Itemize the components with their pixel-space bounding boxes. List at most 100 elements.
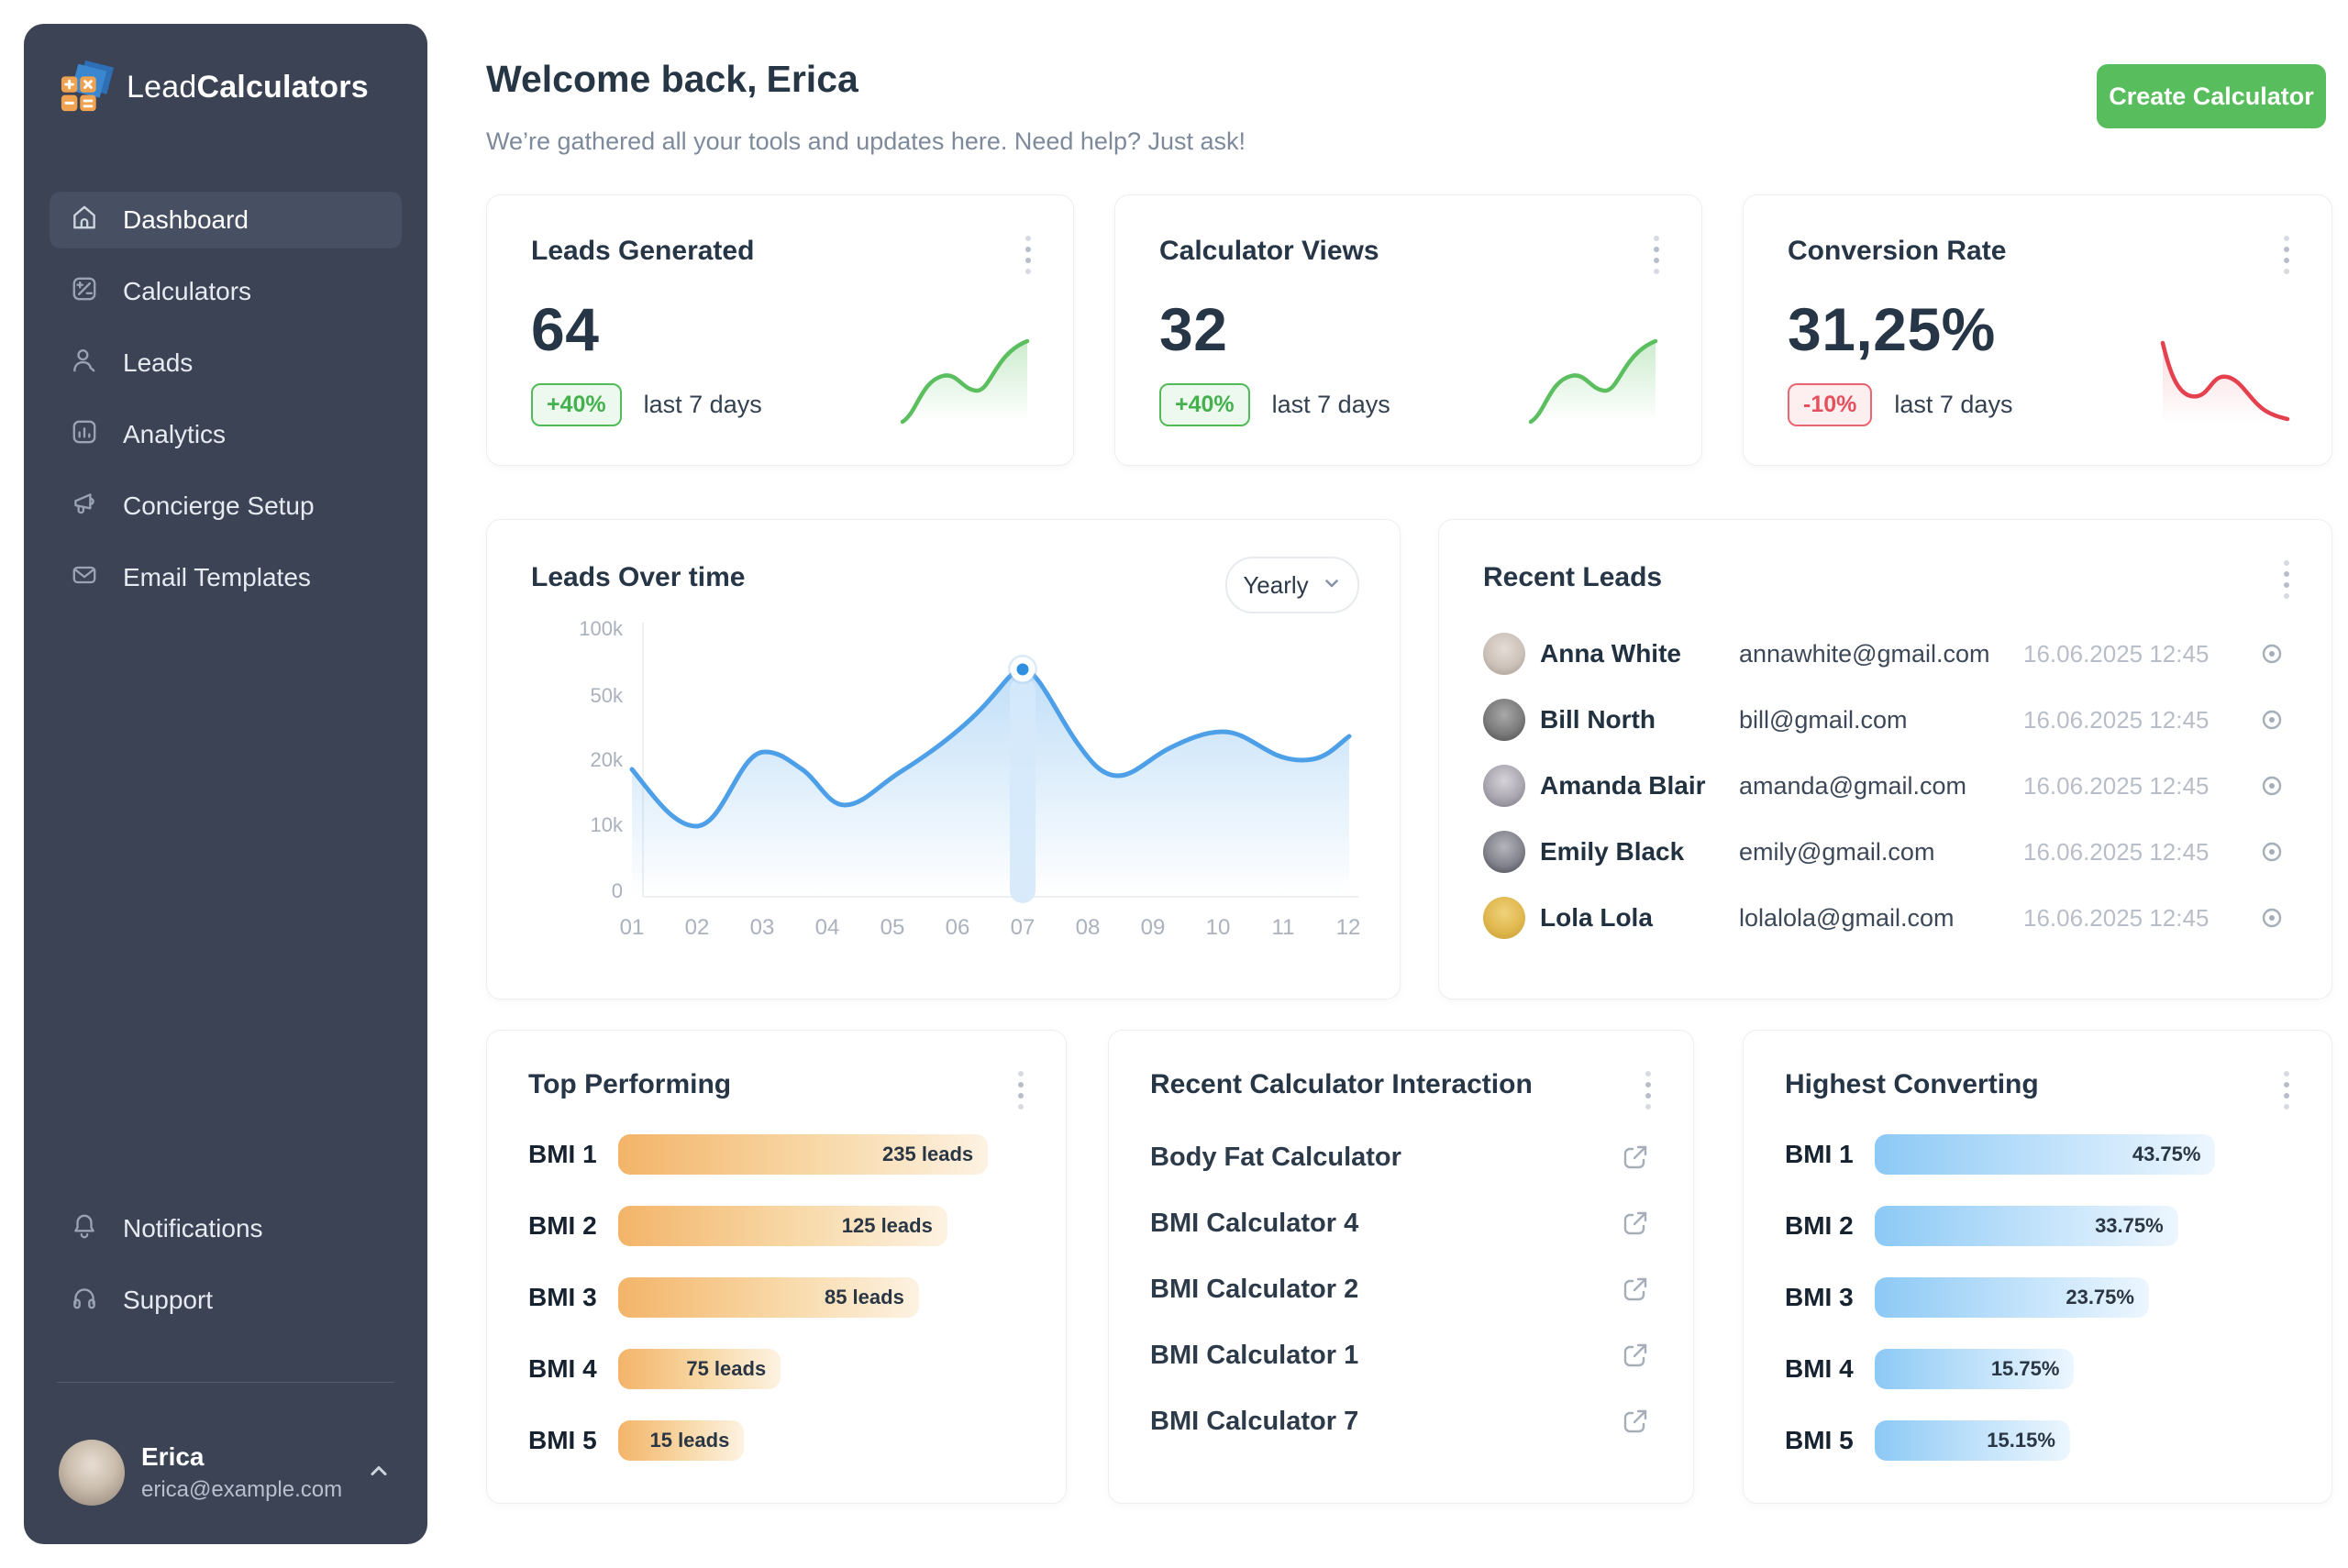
bar-row: BMI 4 75 leads	[528, 1342, 1024, 1396]
chevron-up-icon[interactable]	[365, 1457, 393, 1489]
more-menu-icon[interactable]	[2280, 232, 2293, 278]
conversion-bar: 23.75%	[1875, 1277, 2149, 1318]
sidebar-item-email-templates[interactable]: Email Templates	[50, 549, 402, 606]
stat-card-conversion-rate: Conversion Rate 31,25% -10% last 7 days	[1743, 194, 2332, 466]
home-icon	[70, 203, 99, 238]
sidebar-divider	[57, 1382, 394, 1383]
bar-label: BMI 3	[528, 1283, 597, 1311]
more-menu-icon[interactable]	[2280, 1067, 2293, 1113]
bar-value: 75 leads	[686, 1357, 767, 1380]
sidebar-item-analytics[interactable]: Analytics	[50, 406, 402, 463]
svg-text:05: 05	[880, 915, 905, 940]
envelope-icon	[70, 560, 99, 596]
leads-over-time-card: Leads Over time Yearly 100k 50k 20k 10k …	[486, 519, 1401, 999]
lead-name: Amanda Blair	[1540, 771, 1706, 800]
sidebar-item-calculators[interactable]: Calculators	[50, 263, 402, 320]
svg-text:09: 09	[1141, 915, 1166, 940]
user-name: Erica	[141, 1442, 205, 1471]
more-menu-icon[interactable]	[2280, 557, 2293, 602]
bar-label: BMI 4	[1785, 1354, 1854, 1383]
bar-label: BMI 1	[528, 1140, 597, 1168]
stat-period: last 7 days	[1894, 391, 2013, 418]
sidebar-item-label: Support	[123, 1286, 214, 1314]
external-link-icon[interactable]	[1619, 1207, 1652, 1240]
stat-value: 31,25%	[1788, 295, 1996, 363]
range-select-value: Yearly	[1243, 570, 1309, 599]
sidebar-item-dashboard[interactable]: Dashboard	[50, 192, 402, 248]
bar-label: BMI 3	[1785, 1283, 1854, 1311]
bar-label: BMI 4	[528, 1354, 597, 1383]
bar-row: BMI 5 15.15%	[1785, 1414, 2290, 1467]
stat-title: Leads Generated	[531, 236, 755, 266]
more-menu-icon[interactable]	[1014, 1067, 1027, 1113]
bell-icon	[70, 1211, 99, 1247]
bar-label: BMI 1	[1785, 1140, 1854, 1168]
leads-bar: 85 leads	[618, 1277, 919, 1318]
sidebar-item-label: Dashboard	[123, 205, 249, 234]
conversion-bar: 15.75%	[1875, 1349, 2075, 1389]
avatar	[1483, 699, 1525, 741]
card-title: Recent Leads	[1483, 562, 1663, 592]
card-title: Recent Calculator Interaction	[1150, 1069, 1533, 1099]
bar-label: BMI 2	[528, 1211, 597, 1240]
user-icon	[70, 346, 99, 381]
stat-value: 32	[1159, 295, 1228, 363]
sidebar-item-notifications[interactable]: Notifications	[50, 1200, 402, 1257]
sidebar-item-concierge-setup[interactable]: Concierge Setup	[50, 478, 402, 535]
external-link-icon[interactable]	[1619, 1339, 1652, 1372]
sidebar-item-leads[interactable]: Leads	[50, 335, 402, 392]
view-lead-button[interactable]	[2247, 770, 2287, 801]
calculator-icon	[70, 274, 99, 310]
avatar	[1483, 831, 1525, 873]
calculator-name: Body Fat Calculator	[1150, 1142, 1401, 1172]
external-link-icon[interactable]	[1619, 1273, 1652, 1306]
bar-row: BMI 5 15 leads	[528, 1414, 1024, 1467]
user-avatar	[59, 1440, 125, 1506]
bar-row: BMI 1 43.75%	[1785, 1128, 2290, 1181]
more-menu-icon[interactable]	[1022, 232, 1035, 278]
external-link-icon[interactable]	[1619, 1141, 1652, 1174]
bar-chart-icon	[70, 417, 99, 453]
lead-name: Bill North	[1540, 705, 1656, 734]
lead-datetime: 16.06.2025 12:45	[2023, 903, 2210, 932]
bar-value: 125 leads	[841, 1214, 933, 1237]
bar-value: 33.75%	[2095, 1214, 2164, 1237]
chart-active-point	[1008, 655, 1037, 684]
bar-row: BMI 4 15.75%	[1785, 1342, 2290, 1396]
lead-datetime: 16.06.2025 12:45	[2023, 837, 2210, 866]
avatar	[1483, 765, 1525, 807]
more-menu-icon[interactable]	[1650, 232, 1663, 278]
bar-value: 15.75%	[1990, 1357, 2060, 1380]
lead-name: Emily Black	[1540, 837, 1685, 866]
user-menu[interactable]: Erica erica@example.com	[50, 1440, 402, 1506]
sidebar-footer: Notifications Support Erica erica@exam	[50, 1200, 402, 1506]
chevron-down-icon	[1322, 571, 1342, 600]
brand-logo[interactable]: LeadCalculators	[50, 57, 402, 118]
highest-converting-card: Highest Converting BMI 1 43.75% BMI 2 33…	[1743, 1030, 2332, 1504]
range-select[interactable]: Yearly	[1225, 557, 1359, 613]
leads-over-time-chart: 100k 50k 20k 10k 0 01 02 03 04 05 06	[579, 617, 1360, 940]
bar-label: BMI 2	[1785, 1211, 1854, 1240]
view-lead-button[interactable]	[2247, 902, 2287, 933]
view-lead-button[interactable]	[2247, 704, 2287, 735]
sparkline-up-chart	[897, 328, 1035, 434]
user-email: erica@example.com	[141, 1477, 343, 1502]
create-calculator-button[interactable]: Create Calculator	[2097, 64, 2326, 128]
svg-text:06: 06	[946, 915, 970, 940]
stat-title: Calculator Views	[1159, 236, 1379, 266]
svg-text:11: 11	[1272, 915, 1295, 940]
more-menu-icon[interactable]	[1642, 1067, 1655, 1113]
svg-text:0: 0	[612, 879, 623, 902]
sidebar-item-support[interactable]: Support	[50, 1272, 402, 1329]
calculator-name: BMI Calculator 1	[1150, 1340, 1359, 1370]
external-link-icon[interactable]	[1619, 1405, 1652, 1438]
conversion-bar: 33.75%	[1875, 1206, 2178, 1246]
sidebar-item-label: Notifications	[123, 1214, 263, 1242]
bar-value: 15 leads	[649, 1429, 730, 1452]
view-lead-button[interactable]	[2247, 836, 2287, 867]
bar-value: 85 leads	[824, 1286, 904, 1309]
view-lead-button[interactable]	[2247, 638, 2287, 669]
lead-email: lolalola@gmail.com	[1739, 903, 1955, 932]
lead-email: emily@gmail.com	[1739, 837, 1935, 866]
sparkline-down-chart	[2155, 328, 2293, 434]
